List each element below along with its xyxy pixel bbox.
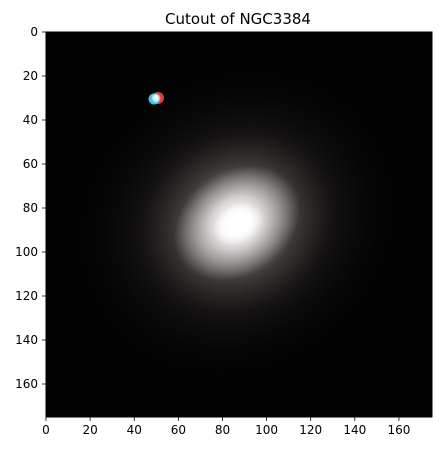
y-tick-label: 100: [15, 245, 38, 259]
y-tick-label: 20: [23, 69, 38, 83]
x-tick-label: 140: [343, 423, 366, 437]
y-axis-ticks: 0 20 40 60 80 100 120 140 160: [15, 25, 46, 391]
x-tick-label: 20: [82, 423, 97, 437]
star-core: [151, 93, 161, 103]
x-tick-label: 0: [42, 423, 50, 437]
x-tick-label: 100: [255, 423, 278, 437]
x-tick-label: 60: [171, 423, 186, 437]
y-tick-label: 80: [23, 201, 38, 215]
y-tick-label: 140: [15, 333, 38, 347]
y-tick-label: 40: [23, 113, 38, 127]
x-tick-label: 80: [215, 423, 230, 437]
galaxy-core: [211, 201, 265, 247]
axes-frame: [45, 31, 433, 418]
x-tick-label: 40: [127, 423, 142, 437]
figure-title: Cutout of NGC3384: [165, 10, 311, 28]
y-tick-label: 160: [15, 377, 38, 391]
y-tick-label: 120: [15, 289, 38, 303]
x-axis-ticks: 0 20 40 60 80 100 120 140 160: [42, 417, 410, 437]
x-tick-label: 120: [299, 423, 322, 437]
foreground-star: [148, 92, 164, 105]
y-tick-label: 0: [30, 25, 38, 39]
x-tick-label: 160: [387, 423, 410, 437]
y-tick-label: 60: [23, 157, 38, 171]
